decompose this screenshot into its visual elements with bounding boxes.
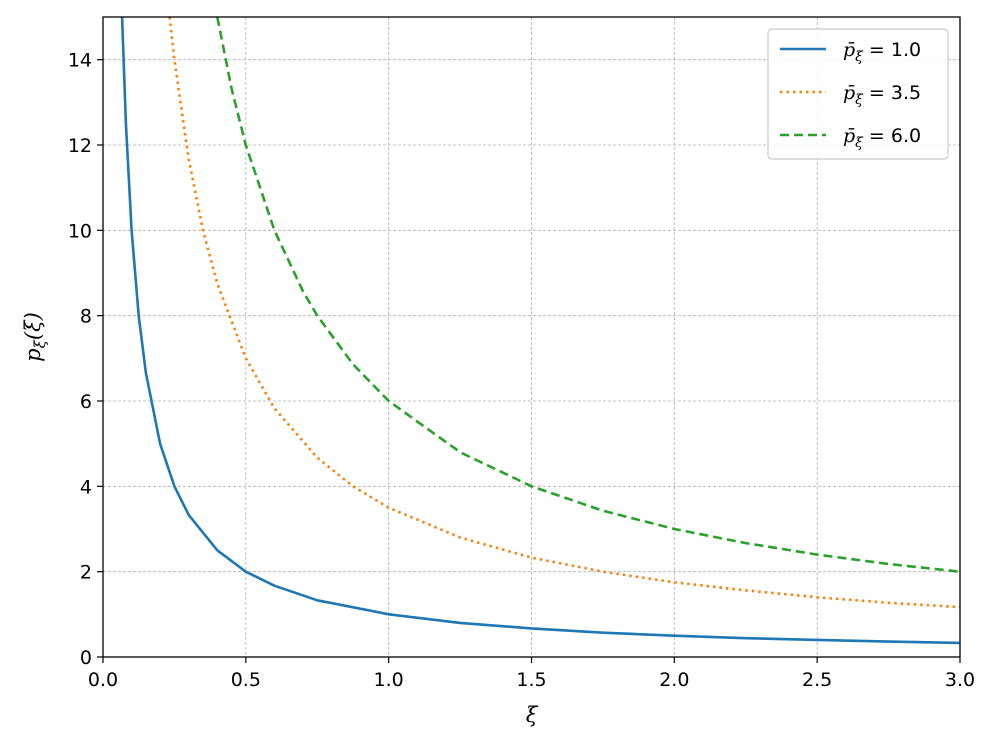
y-tick-label: 10 xyxy=(68,220,92,242)
x-tick-label: 2.0 xyxy=(659,669,689,691)
x-tick-label: 2.5 xyxy=(802,669,832,691)
legend-label: p̄ξ = 6.0 xyxy=(843,125,921,151)
y-tick-label: 6 xyxy=(80,391,92,413)
x-tick-label: 0.5 xyxy=(231,669,261,691)
series-lines xyxy=(120,17,960,645)
y-axis-ticks: 0 2 4 6 8 10 12 14 xyxy=(68,50,103,669)
y-tick-label: 4 xyxy=(80,476,92,498)
y-tick-label: 8 xyxy=(80,306,92,328)
series-line-1.0 xyxy=(120,17,960,645)
x-axis-ticks: 0.0 0.5 1.0 1.5 2.0 2.5 3.0 xyxy=(88,657,975,691)
legend-label: p̄ξ = 3.5 xyxy=(843,82,921,108)
y-axis-label: pξ(ξ) xyxy=(21,312,49,362)
y-tick-label: 0 xyxy=(80,647,92,669)
x-tick-label: 3.0 xyxy=(945,669,975,691)
y-tick-label: 12 xyxy=(68,135,92,157)
legend-label: p̄ξ = 1.0 xyxy=(843,39,921,65)
x-axis-label: ξ xyxy=(526,703,539,727)
y-tick-label: 14 xyxy=(68,50,92,72)
x-tick-label: 1.0 xyxy=(374,669,404,691)
series-line-3.5 xyxy=(168,17,960,609)
series-line-6.0 xyxy=(216,17,960,573)
y-tick-label: 2 xyxy=(80,562,92,584)
x-tick-label: 1.5 xyxy=(516,669,546,691)
legend: p̄ξ = 1.0 p̄ξ = 3.5 p̄ξ = 6.0 xyxy=(767,28,949,160)
x-tick-label: 0.0 xyxy=(88,669,118,691)
legend-box xyxy=(767,28,949,160)
